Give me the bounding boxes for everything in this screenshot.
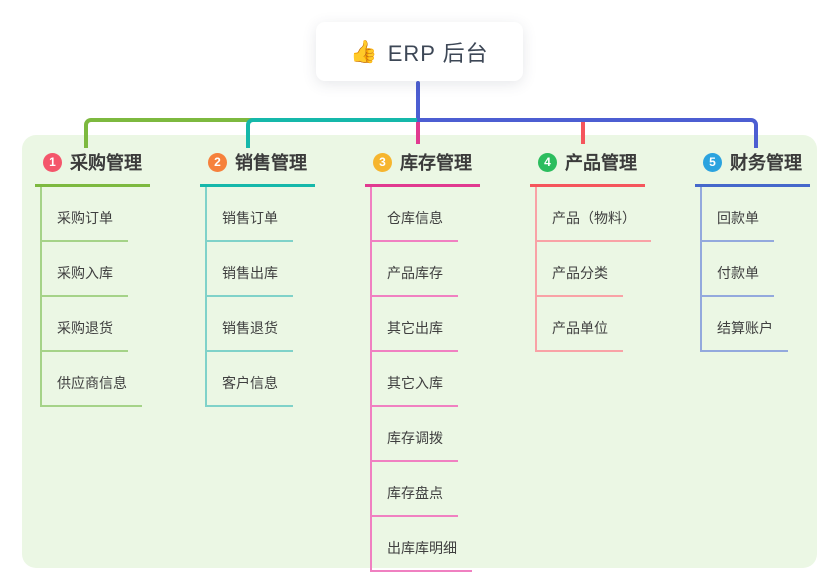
- badge-1: 1: [43, 152, 62, 172]
- child-label: 销售退货: [222, 320, 278, 336]
- child-node-payment[interactable]: 付款单: [700, 242, 774, 297]
- connector-branch-purchase: [84, 118, 256, 148]
- child-label: 产品分类: [552, 265, 608, 281]
- child-label: 采购入库: [57, 265, 113, 281]
- branch-sales-label: 销售管理: [235, 153, 307, 173]
- branch-inventory-children: 仓库信息 产品库存 其它出库 其它入库 库存调拨 库存盘点 出库库明细: [370, 187, 472, 572]
- branch-product: 4 产品管理 产品（物料） 产品分类 产品单位: [530, 146, 651, 352]
- child-label: 采购退货: [57, 320, 113, 336]
- child-node-stock-count[interactable]: 库存盘点: [370, 462, 458, 517]
- child-node-stock-transfer[interactable]: 库存调拨: [370, 407, 458, 462]
- badge-5: 5: [703, 152, 722, 172]
- child-node-product-unit[interactable]: 产品单位: [535, 297, 623, 352]
- child-node-warehouse-info[interactable]: 仓库信息: [370, 187, 458, 242]
- branch-child-line: [370, 187, 372, 572]
- connector-root-trunk: [416, 81, 420, 122]
- badge-4: 4: [538, 152, 557, 172]
- child-node-product-stock[interactable]: 产品库存: [370, 242, 458, 297]
- child-node-settlement-account[interactable]: 结算账户: [700, 297, 788, 352]
- child-node-purchase-inbound[interactable]: 采购入库: [40, 242, 128, 297]
- branch-purchase: 1 采购管理 采购订单 采购入库 采购退货 供应商信息: [35, 146, 150, 407]
- child-node-purchase-order[interactable]: 采购订单: [40, 187, 128, 242]
- child-label: 产品（物料）: [552, 210, 636, 226]
- child-label: 付款单: [717, 265, 759, 281]
- branch-child-line: [535, 187, 537, 352]
- child-label: 库存盘点: [387, 485, 443, 501]
- branch-product-node[interactable]: 4 产品管理: [530, 146, 645, 187]
- child-node-sales-order[interactable]: 销售订单: [205, 187, 293, 242]
- branch-finance-node[interactable]: 5 财务管理: [695, 146, 810, 187]
- child-node-receipt[interactable]: 回款单: [700, 187, 774, 242]
- child-label: 其它入库: [387, 375, 443, 391]
- child-node-supplier-info[interactable]: 供应商信息: [40, 352, 142, 407]
- branch-child-line: [40, 187, 42, 407]
- child-node-purchase-return[interactable]: 采购退货: [40, 297, 128, 352]
- branch-purchase-label: 采购管理: [70, 153, 142, 173]
- child-label: 产品库存: [387, 265, 443, 281]
- child-node-sales-return[interactable]: 销售退货: [205, 297, 293, 352]
- root-title: ERP 后台: [387, 40, 489, 66]
- connector-branch-sales: [246, 118, 423, 148]
- child-node-other-inbound[interactable]: 其它入库: [370, 352, 458, 407]
- branch-product-label: 产品管理: [565, 153, 637, 173]
- connector-branch-finance: [417, 118, 758, 148]
- child-label: 出库库明细: [387, 540, 457, 556]
- child-label: 结算账户: [717, 320, 773, 336]
- child-label: 库存调拨: [387, 430, 443, 446]
- branch-inventory: 3 库存管理 仓库信息 产品库存 其它出库 其它入库 库存调拨 库存盘点 出库库…: [365, 146, 480, 572]
- branch-sales-node[interactable]: 2 销售管理: [200, 146, 315, 187]
- child-label: 销售出库: [222, 265, 278, 281]
- child-node-other-outbound[interactable]: 其它出库: [370, 297, 458, 352]
- branch-finance-children: 回款单 付款单 结算账户: [700, 187, 788, 352]
- child-node-outbound-detail[interactable]: 出库库明细: [370, 517, 472, 572]
- branch-product-children: 产品（物料） 产品分类 产品单位: [535, 187, 651, 352]
- badge-3: 3: [373, 152, 392, 172]
- badge-2: 2: [208, 152, 227, 172]
- child-label: 销售订单: [222, 210, 278, 226]
- branch-child-line: [700, 187, 702, 352]
- child-node-product-category[interactable]: 产品分类: [535, 242, 623, 297]
- branch-purchase-node[interactable]: 1 采购管理: [35, 146, 150, 187]
- child-label: 采购订单: [57, 210, 113, 226]
- child-label: 供应商信息: [57, 375, 127, 391]
- connector-branch-product: [581, 122, 585, 144]
- branch-sales-children: 销售订单 销售出库 销售退货 客户信息: [205, 187, 293, 407]
- connector-branch-inventory: [416, 122, 420, 144]
- child-node-product-material[interactable]: 产品（物料）: [535, 187, 651, 242]
- branch-finance-label: 财务管理: [730, 153, 802, 173]
- branch-inventory-label: 库存管理: [400, 153, 472, 173]
- root-node[interactable]: 👍 ERP 后台: [316, 22, 523, 81]
- branch-child-line: [205, 187, 207, 407]
- child-label: 回款单: [717, 210, 759, 226]
- branch-finance: 5 财务管理 回款单 付款单 结算账户: [695, 146, 810, 352]
- branch-sales: 2 销售管理 销售订单 销售出库 销售退货 客户信息: [200, 146, 315, 407]
- branch-inventory-node[interactable]: 3 库存管理: [365, 146, 480, 187]
- child-label: 客户信息: [222, 375, 278, 391]
- child-label: 仓库信息: [387, 210, 443, 226]
- branch-purchase-children: 采购订单 采购入库 采购退货 供应商信息: [40, 187, 142, 407]
- child-label: 产品单位: [552, 320, 608, 336]
- child-node-customer-info[interactable]: 客户信息: [205, 352, 293, 407]
- child-node-sales-outbound[interactable]: 销售出库: [205, 242, 293, 297]
- child-label: 其它出库: [387, 320, 443, 336]
- thumbs-up-icon: 👍: [350, 38, 378, 64]
